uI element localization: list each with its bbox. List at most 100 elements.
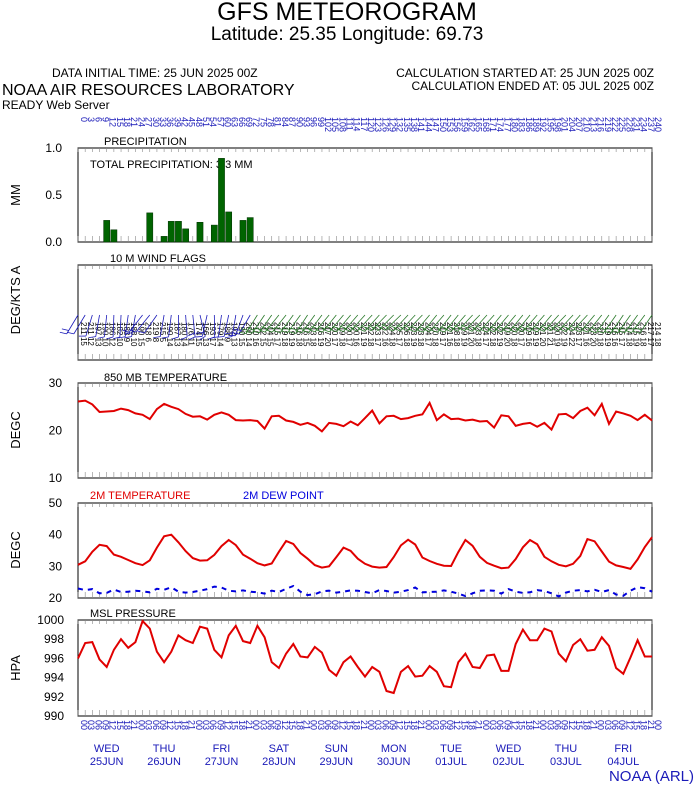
chart-title: GFS METEOROGRAM [217, 0, 477, 26]
t850-panel [77, 382, 653, 479]
wind-value-label: 215 17 [273, 322, 282, 347]
wind-barb [85, 314, 93, 337]
x-hour-tick-label: 12 [108, 720, 118, 730]
wind-value-label: 219 16 [524, 322, 533, 347]
forecast-hour-label: 159 [459, 117, 469, 132]
wind-value-label: 224 18 [388, 322, 397, 347]
forecast-hour-label: 150 [438, 117, 448, 132]
wind-barb-feather [161, 336, 169, 339]
wind-barb-feather [124, 336, 132, 339]
pressure-ytick-label: 996 [44, 651, 64, 665]
forecast-hour-label: 177 [502, 117, 512, 132]
wind-value-label: 188 10 [129, 322, 138, 347]
wind-barb-feather [353, 324, 361, 329]
wind-barb-feather [518, 325, 526, 329]
wind-barb-feather [561, 325, 569, 329]
x-hour-tick-label: 18 [237, 720, 247, 730]
x-date-label: 04JUL [607, 756, 639, 768]
x-hour-tick-label: 18 [352, 720, 362, 730]
x-hour-tick-label: 18 [524, 720, 534, 730]
wind-value-label: 219 18 [280, 322, 289, 347]
wind-barb-feather [537, 328, 545, 332]
x-hour-tick-label: 06 [553, 720, 563, 730]
wind-barb-feather [440, 326, 448, 330]
wind-value-label: 222 19 [495, 322, 504, 347]
wind-value-label: 215 5 [158, 322, 167, 343]
forecast-hour-label: 222 [610, 117, 620, 132]
wind-value-label: 221 21 [545, 322, 554, 347]
wind-barb-feather [627, 326, 635, 330]
wind-value-label: 219 19 [287, 322, 296, 347]
wind-value-label: 216 18 [639, 322, 648, 347]
x-hour-tick-label: 06 [438, 720, 448, 730]
wind-barb [95, 314, 100, 337]
wind-value-label: 221 19 [359, 322, 368, 347]
precip-ytick-label: 0.0 [45, 235, 62, 249]
wind-barb-feather [346, 325, 354, 329]
x-hour-tick-label: 12 [567, 720, 577, 730]
precip-ytick-label: 0.5 [45, 188, 62, 202]
wind-barb-feather [617, 330, 625, 334]
wind-value-label: 219 18 [337, 322, 346, 347]
wind-barb-feather [530, 328, 538, 333]
wind-barb-feather [325, 325, 333, 330]
t850-ytick-label: 30 [49, 376, 63, 390]
x-hour-tick-label: 09 [273, 720, 283, 730]
wind-value-label: 174 15 [194, 322, 203, 347]
forecast-hour-label: 240 [653, 117, 663, 132]
x-day-label: THU [153, 743, 176, 755]
wind-barb-feather [171, 336, 179, 340]
x-day-label: FRI [213, 743, 231, 755]
wind-value-label: 223 17 [373, 322, 382, 347]
wind-value-label: 222 18 [366, 322, 375, 347]
wind-barb-feather [217, 336, 225, 338]
wind-value-label: 193 17 [208, 322, 217, 347]
wind-value-label: 219 19 [459, 322, 468, 347]
forecast-hour-label: 111 [344, 117, 354, 131]
wind-barb-feather [113, 336, 121, 340]
forecast-hour-label: 171 [488, 117, 498, 132]
wind-value-label: 223 18 [416, 322, 425, 347]
x-hour-tick-label: 18 [466, 720, 476, 730]
forecast-hour-label: 51 [201, 117, 211, 127]
x-hour-tick-label: 06 [208, 720, 218, 730]
x-day-label: FRI [614, 743, 632, 755]
precip-bar [246, 217, 254, 243]
wind-value-label: 187 13 [172, 322, 181, 347]
forecast-hour-label: 72 [251, 117, 261, 127]
forecast-hour-label: 6 [93, 117, 103, 122]
forecast-hour-label: 105 [330, 117, 340, 132]
x-hour-tick-label: 09 [330, 720, 340, 730]
x-hour-tick-label: 03 [431, 720, 441, 730]
wind-value-label: 217 17 [646, 322, 655, 347]
wind-value-label: 221 20 [466, 322, 475, 347]
wind-barb [135, 314, 151, 333]
wind-value-label: 188 9 [223, 322, 232, 343]
forecast-hour-label: 99 [316, 117, 326, 127]
forecast-hour-label: 228 [624, 117, 634, 132]
x-date-label: 29JUN [319, 756, 353, 768]
forecast-hour-label: 165 [474, 117, 484, 132]
forecast-hour-label: 18 [122, 117, 132, 127]
wind-value-label: 218 6 [144, 322, 153, 343]
forecast-hour-label: 69 [244, 117, 254, 127]
wind-value-label: 186 12 [108, 322, 117, 347]
dewpoint-legend-label: 2M DEW POINT [243, 490, 324, 502]
wind-value-label: 212 15 [258, 322, 267, 347]
forecast-hour-label: 33 [158, 117, 168, 127]
wind-value-label: 215 19 [631, 322, 640, 347]
x-hour-tick-label: 00 [251, 720, 261, 730]
wind-barb-feather [551, 327, 559, 332]
wind-value-label: 220 18 [431, 322, 440, 347]
wind-barb-feather [336, 328, 344, 332]
wind-value-label: 219 19 [603, 322, 612, 347]
wind-barb-feather [511, 326, 519, 330]
calc-ended: CALCULATION ENDED AT: 05 JUL 2025 00Z [411, 79, 654, 93]
precip-bar [225, 211, 233, 243]
wind-value-label: 222 19 [560, 322, 569, 347]
forecast-hour-label: 135 [402, 117, 412, 132]
x-hour-tick-label: 03 [488, 720, 498, 730]
forecast-hour-label: 63 [230, 117, 240, 127]
forecast-hour-label: 123 [373, 117, 383, 132]
wind-value-label: 226 18 [402, 322, 411, 347]
